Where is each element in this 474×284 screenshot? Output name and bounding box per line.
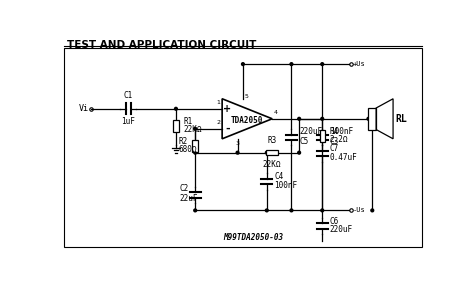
Circle shape (265, 209, 268, 212)
Text: C7: C7 (330, 143, 339, 153)
Text: 220uF: 220uF (330, 225, 353, 234)
Text: RL: RL (395, 114, 407, 124)
Circle shape (194, 151, 197, 154)
Text: 22uF: 22uF (180, 194, 198, 203)
Text: 1uF: 1uF (121, 117, 135, 126)
Text: TDA2050: TDA2050 (230, 116, 263, 125)
Text: C6: C6 (330, 217, 339, 226)
Circle shape (174, 107, 177, 110)
Text: C4: C4 (274, 172, 284, 181)
Text: M99TDA2050-03: M99TDA2050-03 (223, 233, 283, 242)
Circle shape (321, 63, 324, 66)
Circle shape (194, 128, 197, 130)
Bar (368, 108, 376, 130)
Text: 2: 2 (217, 120, 220, 125)
Circle shape (290, 63, 293, 66)
Text: 5: 5 (245, 94, 248, 99)
Text: 220uF: 220uF (299, 127, 322, 136)
Circle shape (367, 117, 370, 120)
Text: R2: R2 (178, 137, 188, 146)
Text: C1: C1 (124, 91, 133, 100)
Text: 1: 1 (217, 100, 220, 105)
Bar (173, 120, 179, 132)
Circle shape (371, 209, 374, 212)
Text: 100nF: 100nF (274, 181, 298, 190)
Text: C2: C2 (180, 184, 189, 193)
Text: +Us: +Us (353, 61, 366, 67)
Bar (319, 130, 325, 142)
Text: R4: R4 (330, 127, 339, 136)
Text: Vi: Vi (79, 104, 89, 113)
Circle shape (321, 209, 324, 212)
Text: C3: C3 (330, 137, 339, 146)
Text: 680Ω: 680Ω (178, 145, 197, 154)
Text: 22KΩ: 22KΩ (183, 125, 202, 134)
Text: 100nF: 100nF (330, 127, 353, 136)
Circle shape (298, 151, 301, 154)
Text: TEST AND APPLICATION CIRCUIT: TEST AND APPLICATION CIRCUIT (66, 40, 256, 50)
Text: -: - (225, 124, 230, 134)
Circle shape (194, 209, 197, 212)
Text: 2.2Ω: 2.2Ω (330, 135, 348, 144)
Text: 22KΩ: 22KΩ (263, 160, 282, 169)
Text: R1: R1 (183, 117, 193, 126)
Circle shape (298, 117, 301, 120)
Text: +: + (223, 104, 232, 114)
Text: C5: C5 (299, 137, 309, 146)
Text: R3: R3 (267, 136, 277, 145)
Circle shape (236, 151, 239, 154)
Text: 4: 4 (273, 110, 278, 115)
Bar (192, 139, 198, 152)
Bar (266, 150, 278, 155)
Circle shape (290, 209, 293, 212)
Text: 0.47uF: 0.47uF (330, 153, 358, 162)
Circle shape (321, 117, 324, 120)
Text: -Us: -Us (353, 207, 366, 213)
Text: 3: 3 (236, 141, 240, 146)
Circle shape (242, 63, 244, 66)
Circle shape (265, 151, 268, 154)
